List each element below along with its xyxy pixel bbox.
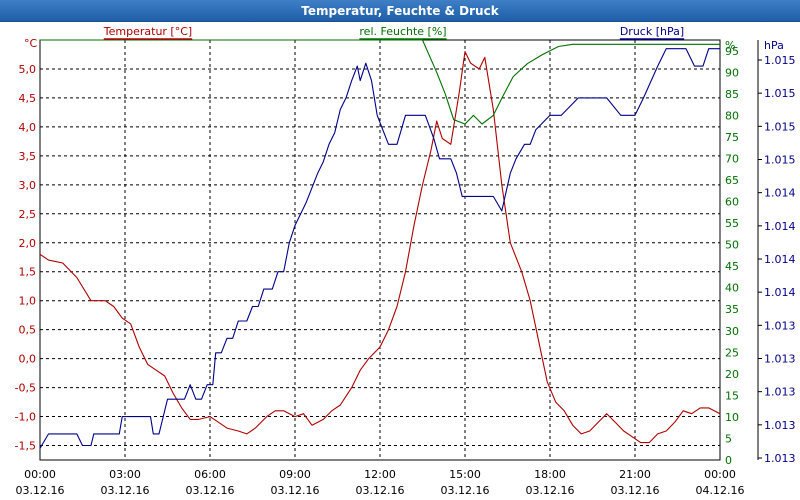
humidity-tick-label: 60 xyxy=(725,196,739,209)
humidity-tick-label: 70 xyxy=(725,152,739,165)
series-humidity xyxy=(40,39,720,125)
humidity-tick-label: 40 xyxy=(725,282,739,295)
temperature-tick-label: 4,0 xyxy=(19,121,37,134)
chart-area: °C -1,5 -1,0 -0,5 0,0 0,5 1,0 1,5 2,0 2,5 3,0 3,5 4,… xyxy=(15,25,796,497)
humidity-tick-label: 5 xyxy=(725,432,732,445)
temperature-tick-label: 2,5 xyxy=(19,208,37,221)
x-tick-date: 03.12.16 xyxy=(526,484,575,497)
humidity-tick-label: 10 xyxy=(725,411,739,424)
temperature-tick-label: 5,0 xyxy=(19,63,37,76)
temperature-tick-label: 2,0 xyxy=(19,237,37,250)
x-tick-date: 03.12.16 xyxy=(186,484,235,497)
humidity-tick-label: 75 xyxy=(725,131,739,144)
series-layer xyxy=(39,39,721,449)
pressure-tick-label: 1.015 xyxy=(764,54,796,67)
x-tick-time: 06:00 xyxy=(194,468,226,481)
temperature-tick-label: 4,5 xyxy=(19,92,37,105)
pressure-tick-label: 1.014 xyxy=(764,220,796,233)
pressure-tick-label: 1.013 xyxy=(764,319,796,332)
humidity-tick-label: 45 xyxy=(725,260,739,273)
humidity-tick-label: 50 xyxy=(725,239,739,252)
series-pressure xyxy=(39,48,720,449)
temperature-tick-label: -1,0 xyxy=(15,411,36,424)
x-tick-date: 03.12.16 xyxy=(271,484,320,497)
chart-title: Temperatur, Feuchte & Druck xyxy=(0,0,800,22)
x-tick-date: 03.12.16 xyxy=(441,484,490,497)
humidity-tick-label: 80 xyxy=(725,109,739,122)
temperature-axis: °C -1,5 -1,0 -0,5 0,0 0,5 1,0 1,5 2,0 2,5 3,0 3,5 4,… xyxy=(15,37,38,453)
pressure-tick-label: 1.015 xyxy=(764,87,796,100)
legend-series-temperature: Temperatur [°C] xyxy=(103,25,192,38)
pressure-tick-label: 1.013 xyxy=(764,419,796,432)
pressure-unit-label: hPa xyxy=(764,39,784,52)
humidity-axis: % 0 5 10 15 20 25 30 35 40 45 50 55 60 65 70 75 80 85 90 95 xyxy=(725,39,739,467)
temperature-tick-label: 3,5 xyxy=(19,150,37,163)
pressure-tick-label: 1.014 xyxy=(764,187,796,200)
humidity-tick-label: 85 xyxy=(725,88,739,101)
plot-frame xyxy=(39,39,759,461)
x-tick-time: 00:00 xyxy=(704,468,736,481)
humidity-tick-label: 95 xyxy=(725,45,739,58)
humidity-tick-label: 15 xyxy=(725,389,739,402)
humidity-tick-label: 20 xyxy=(725,368,739,381)
x-tick-time: 15:00 xyxy=(449,468,481,481)
x-tick-date: 03.12.16 xyxy=(356,484,405,497)
pressure-tick-label: 1.015 xyxy=(764,120,796,133)
pressure-tick-label: 1.015 xyxy=(764,154,796,167)
x-tick-date: 03.12.16 xyxy=(101,484,150,497)
temperature-tick-label: -0,5 xyxy=(15,382,36,395)
series-temperature xyxy=(39,51,721,444)
pressure-tick-label: 1.013 xyxy=(764,353,796,366)
x-tick-date: 03.12.16 xyxy=(611,484,660,497)
temperature-tick-label: 0,5 xyxy=(19,324,37,337)
x-axis: 00:00 03.12.16 03:00 03.12.16 06:00 03.12.16 0… xyxy=(16,468,745,497)
humidity-unit-label: % xyxy=(725,39,735,52)
x-tick-time: 09:00 xyxy=(279,468,311,481)
humidity-tick-label: 90 xyxy=(725,66,739,79)
grid xyxy=(39,40,721,460)
humidity-tick-label: 25 xyxy=(725,346,739,359)
temperature-tick-label: 3,0 xyxy=(19,179,37,192)
temperature-tick-label: -1,5 xyxy=(15,440,36,453)
temperature-tick-label: 1,0 xyxy=(19,295,37,308)
x-tick-time: 00:00 xyxy=(24,468,56,481)
pressure-tick-label: 1.013 xyxy=(764,386,796,399)
humidity-tick-label: 65 xyxy=(725,174,739,187)
x-tick-time: 12:00 xyxy=(364,468,396,481)
legend-series-humidity: rel. Feuchte [%] xyxy=(359,25,446,38)
humidity-tick-label: 35 xyxy=(725,303,739,316)
temperature-tick-label: 0,0 xyxy=(19,353,37,366)
pressure-tick-label: 1.014 xyxy=(764,286,796,299)
x-tick-time: 03:00 xyxy=(109,468,141,481)
humidity-tick-label: 30 xyxy=(725,325,739,338)
temperature-tick-label: 1,5 xyxy=(19,266,37,279)
pressure-tick-label: 1.013 xyxy=(764,452,796,465)
pressure-axis: hPa 1.013 1.013 1.013 1.013 1.013 1.014 1.014 1.… xyxy=(758,39,796,465)
legend: Temperatur [°C] rel. Feuchte [%] Druck [hP… xyxy=(103,25,685,40)
humidity-tick-label: 0 xyxy=(725,454,732,467)
humidity-tick-label: 55 xyxy=(725,217,739,230)
x-tick-time: 18:00 xyxy=(534,468,566,481)
temperature-unit-label: °C xyxy=(24,37,38,50)
x-tick-date: 04.12.16 xyxy=(696,484,745,497)
x-tick-date: 03.12.16 xyxy=(16,484,65,497)
legend-series-pressure: Druck [hPa] xyxy=(620,25,684,38)
x-tick-time: 21:00 xyxy=(619,468,651,481)
pressure-tick-label: 1.014 xyxy=(764,253,796,266)
